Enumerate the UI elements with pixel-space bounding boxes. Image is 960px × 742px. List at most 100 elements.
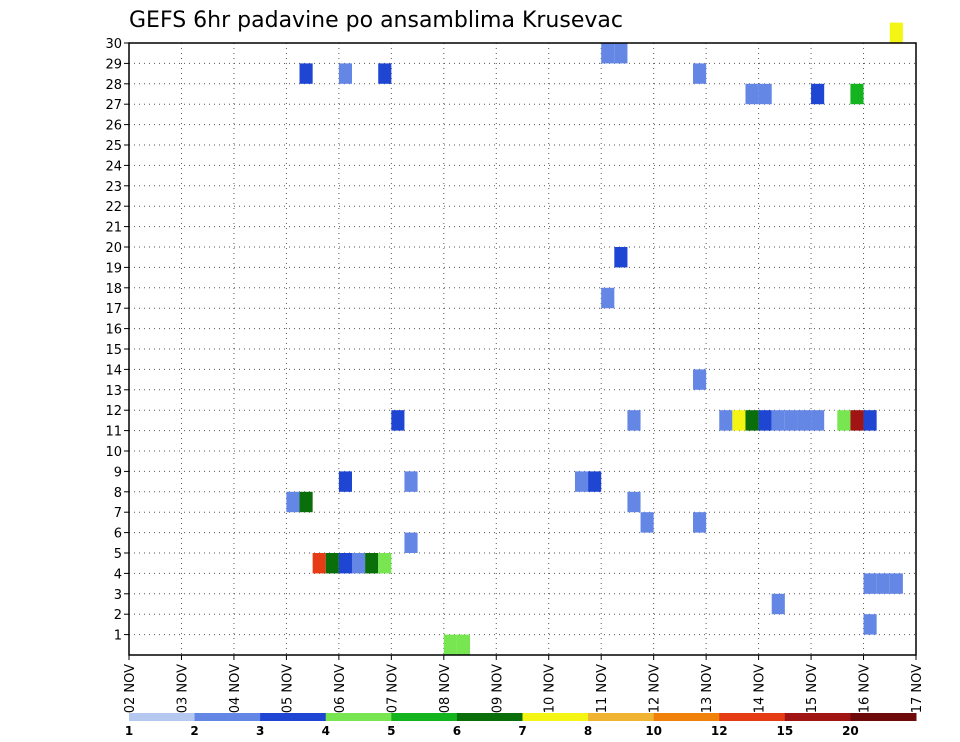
heatmap-cell [758,83,772,105]
y-tick-label: 25 [105,139,122,154]
y-tick-label: 2 [114,608,122,623]
legend-label: 5 [387,724,395,738]
heatmap-cell [456,634,471,655]
y-tick-label: 19 [105,261,122,276]
legend-swatch [129,713,196,721]
y-tick-label: 6 [114,527,122,542]
x-tick-label: 15 NOV [805,664,820,713]
heatmap-cell [338,63,352,84]
x-tick-label: 12 NOV [648,664,663,713]
y-tick-label: 24 [105,159,122,174]
heatmap-cell [889,573,903,594]
heatmap-cell [640,512,654,533]
y-tick-label: 21 [105,221,122,236]
color-legend: 1 2 3 4 5 6 7 8 10 12 15 20 [125,713,917,738]
heatmap-cell [351,553,366,574]
heatmap-cell [614,247,628,268]
y-tick-label: 30 [105,37,122,52]
legend-swatch [850,713,917,721]
heatmap-cell [338,471,352,492]
heatmap-cell [325,553,339,574]
legend-label: 6 [453,724,461,738]
y-tick-label: 29 [105,57,122,72]
heatmap-cell [693,512,707,533]
heatmap-cell [299,491,313,513]
legend-swatch [719,713,786,721]
heatmap-cell [378,553,392,574]
x-tick-label: 16 NOV [858,664,873,713]
legend-label: 10 [645,724,662,738]
x-tick-label: 03 NOV [175,664,190,713]
x-tick-label: 02 NOV [123,664,138,713]
y-tick-label: 3 [114,588,122,603]
y-tick-label: 16 [105,323,122,338]
heatmap-cell [863,573,877,594]
y-tick-label: 15 [105,343,122,358]
heatmap-cell [614,43,628,64]
legend-label: 3 [256,724,264,738]
legend-label: 8 [584,724,592,738]
heatmap-cell [811,83,825,105]
legend-label: 4 [322,724,330,738]
x-tick-label: 05 NOV [280,664,295,713]
legend-swatch [391,713,458,721]
legend-swatch [260,713,327,721]
heatmap-cell [771,410,785,431]
heatmap-cell [338,553,352,574]
y-tick-label: 23 [105,180,122,195]
legend-label: 2 [190,724,198,738]
legend-swatch [653,713,720,721]
x-tick-label: 08 NOV [438,664,453,713]
heatmap-cell [601,287,615,309]
heatmap-cell [837,410,851,431]
legend-label: 15 [776,724,793,738]
heatmap-cell [365,553,379,574]
heatmap-cell [784,410,798,431]
x-tick-label: 07 NOV [385,664,400,713]
heatmap-cells [286,22,903,655]
x-tick-label: 06 NOV [333,664,348,713]
y-tick-label: 20 [105,241,122,256]
heatmap-cell [850,83,864,105]
heatmap-cell [312,553,326,574]
y-tick-label: 22 [105,200,122,215]
heatmap-cell [627,410,641,431]
y-tick-label: 4 [114,567,122,582]
x-tick-label: 17 NOV [910,664,925,713]
y-tick-label: 27 [105,98,122,113]
heatmap-cell [811,410,825,431]
y-tick-label: 1 [114,629,122,644]
legend-label: 12 [711,724,728,738]
grid-lines [129,43,916,655]
legend-swatch [325,713,392,721]
x-tick-label: 13 NOV [700,664,715,713]
x-tick-label: 14 NOV [753,664,768,713]
heatmap-cell [863,410,877,431]
heatmap-cell [404,471,418,492]
heatmap-cell [286,491,300,513]
heatmap-cell [601,43,615,64]
legend-label: 7 [518,724,526,738]
heatmap-cell [693,369,707,390]
heatmap-cell [797,410,812,431]
heatmap-cell [627,491,641,513]
legend-label: 20 [842,724,859,738]
heatmap-cell [693,63,707,84]
y-tick-label: 26 [105,119,122,134]
legend-swatch [784,713,851,721]
y-tick-label: 12 [105,404,122,419]
x-axis-ticks: 02 NOV 03 NOV 04 NOV 05 NOV 06 NOV 07 NOV 08 N… [123,655,925,713]
x-tick-label: 04 NOV [228,664,243,713]
heatmap-cell [574,471,589,492]
heatmap-cell [378,63,392,84]
legend-swatch [194,713,261,721]
heatmap-cell [745,410,759,431]
y-tick-label: 18 [105,282,122,297]
y-tick-label: 7 [114,506,122,521]
heatmap-cell [876,573,890,594]
legend-swatch [588,713,655,721]
heatmap-cell [404,532,418,553]
legend-swatch [456,713,523,721]
chart-title: GEFS 6hr padavine po ansamblima Krusevac [129,8,623,33]
